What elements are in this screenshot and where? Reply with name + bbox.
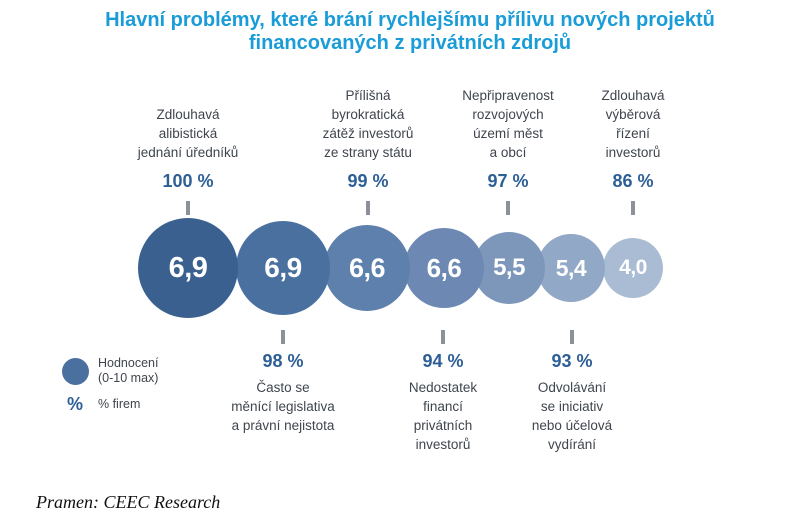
connector-tick-top-7 [631, 201, 635, 215]
percent-value-2: 98 % [262, 351, 304, 371]
problem-column-5: Nepřipravenost rozvojových území měst a … [428, 58, 588, 192]
problem-column-4: 94 % Nedostatek financí privátních inves… [363, 350, 523, 454]
chart-title-line1: Hlavní problémy, které brání rychlejšímu… [105, 9, 715, 31]
legend-rating-label: Hodnocení (0-10 max) [98, 356, 159, 385]
bubble-3: 6,6 [324, 225, 410, 311]
problem-label-3: Přílišná byrokratická zátěž investorů ze… [322, 88, 414, 160]
problem-label-1: Zdlouhavá alibistická jednání úředníků [137, 107, 239, 160]
percent-value-7: 86 % [612, 171, 654, 191]
percent-value-1: 100 % [162, 171, 214, 191]
problem-column-3: Přílišná byrokratická zátěž investorů ze… [288, 58, 448, 192]
percent-value-4: 94 % [422, 351, 464, 371]
legend-percent-label: % firem [98, 397, 141, 411]
legend: Hodnocení (0-10 max) % % firem [54, 356, 158, 415]
chart-title: Hlavní problémy, které brání rychlejšímu… [30, 9, 790, 55]
problem-label-6: Odvolávání se iniciativ nebo účelová vyd… [531, 380, 613, 452]
percent-value-3: 99 % [347, 171, 389, 191]
bubble-4: 6,6 [404, 228, 484, 308]
problem-column-2: 98 % Často se měnící legislativa a právn… [203, 350, 363, 435]
problem-column-6: 93 % Odvolávání se iniciativ nebo účelov… [492, 350, 652, 454]
problem-column-1: Zdlouhavá alibistická jednání úředníků 1… [108, 58, 268, 192]
bubble-1: 6,9 [138, 218, 238, 318]
bubble-2: 6,9 [236, 221, 330, 315]
percent-value-5: 97 % [487, 171, 529, 191]
problem-label-4: Nedostatek financí privátních investorů [408, 380, 478, 452]
problem-column-7: Zdlouhavá výběrová řízení investorů 86 % [553, 58, 713, 192]
connector-tick-bottom-2 [281, 330, 285, 344]
source-note: Pramen: CEEC Research [36, 492, 221, 512]
bubble-6: 5,4 [537, 234, 605, 302]
bubble-7: 4,0 [603, 238, 663, 298]
connector-tick-top-5 [506, 201, 510, 215]
connector-tick-bottom-6 [570, 330, 574, 344]
legend-percent-symbol: % [66, 394, 83, 414]
legend-rating-bubble-icon [61, 357, 89, 385]
chart-title-line2: financovaných z privátních zdrojů [248, 32, 572, 54]
problem-label-7: Zdlouhavá výběrová řízení investorů [601, 88, 665, 160]
bubble-5: 5,5 [473, 232, 545, 304]
problem-label-5: Nepřipravenost rozvojových území měst a … [462, 88, 554, 160]
connector-tick-bottom-4 [441, 330, 445, 344]
connector-tick-top-3 [366, 201, 370, 215]
problem-label-2: Často se měnící legislativa a právní nej… [231, 380, 335, 433]
percent-value-6: 93 % [551, 351, 593, 371]
connector-tick-top-1 [186, 201, 190, 215]
